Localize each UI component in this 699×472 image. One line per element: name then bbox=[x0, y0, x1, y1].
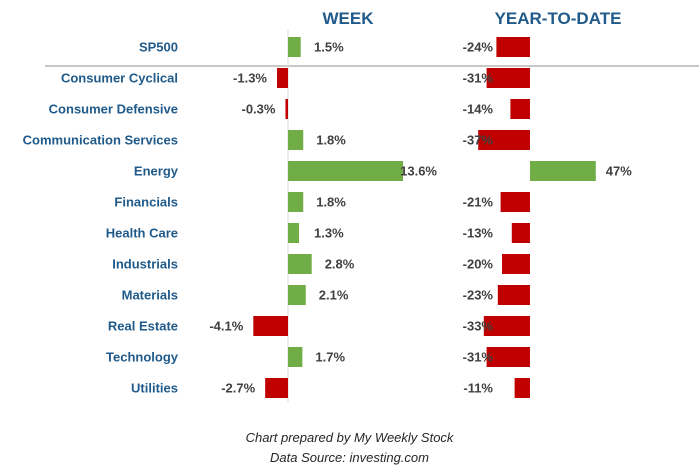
week-value-label-sp500: 1.5% bbox=[314, 40, 344, 55]
week-bar-communication-services bbox=[288, 130, 304, 150]
ytd-value-label-materials: -23% bbox=[463, 288, 494, 303]
category-label-materials: Materials bbox=[122, 288, 178, 303]
category-label-industrials: Industrials bbox=[112, 257, 178, 272]
ytd-bar-financials bbox=[500, 192, 530, 212]
ytd-value-label-health-care: -13% bbox=[463, 226, 494, 241]
week-bar-real-estate bbox=[253, 316, 288, 336]
week-bar-health-care bbox=[288, 223, 299, 243]
week-bar-utilities bbox=[265, 378, 288, 398]
ytd-bar-energy bbox=[530, 161, 596, 181]
category-label-financials: Financials bbox=[114, 195, 178, 210]
week-value-label-communication-services: 1.8% bbox=[316, 133, 346, 148]
category-label-technology: Technology bbox=[106, 350, 179, 365]
week-value-label-consumer-cyclical: -1.3% bbox=[233, 71, 267, 86]
ytd-value-label-real-estate: -33% bbox=[463, 319, 494, 334]
ytd-bar-materials bbox=[497, 285, 530, 305]
week-value-label-energy: 13.6% bbox=[400, 164, 437, 179]
week-bar-materials bbox=[288, 285, 306, 305]
ytd-header: YEAR-TO-DATE bbox=[495, 9, 622, 28]
chart-credit: Chart prepared by My Weekly Stock bbox=[245, 430, 454, 445]
week-value-label-financials: 1.8% bbox=[316, 195, 346, 210]
week-value-label-real-estate: -4.1% bbox=[209, 319, 243, 334]
ytd-bar-industrials bbox=[502, 254, 530, 274]
week-bar-sp500 bbox=[288, 37, 301, 57]
ytd-value-label-financials: -21% bbox=[463, 195, 494, 210]
ytd-value-label-consumer-cyclical: -31% bbox=[463, 71, 494, 86]
week-value-label-consumer-defensive: -0.3% bbox=[241, 102, 275, 117]
ytd-bar-consumer-cyclical bbox=[486, 68, 530, 88]
category-label-communication-services: Communication Services bbox=[23, 133, 178, 148]
ytd-value-label-technology: -31% bbox=[463, 350, 494, 365]
ytd-bar-sp500 bbox=[496, 37, 530, 57]
category-label-utilities: Utilities bbox=[131, 381, 178, 396]
week-bar-consumer-cyclical bbox=[277, 68, 288, 88]
ytd-value-label-energy: 47% bbox=[606, 164, 632, 179]
category-label-consumer-cyclical: Consumer Cyclical bbox=[61, 71, 178, 86]
ytd-bar-health-care bbox=[511, 223, 530, 243]
week-bar-industrials bbox=[288, 254, 312, 274]
ytd-value-label-consumer-defensive: -14% bbox=[463, 102, 494, 117]
week-header: WEEK bbox=[323, 9, 375, 28]
ytd-bar-consumer-defensive bbox=[510, 99, 530, 119]
category-label-health-care: Health Care bbox=[106, 226, 178, 241]
category-label-consumer-defensive: Consumer Defensive bbox=[49, 102, 178, 117]
category-label-energy: Energy bbox=[134, 164, 179, 179]
ytd-bar-technology bbox=[486, 347, 530, 367]
week-bar-financials bbox=[288, 192, 304, 212]
ytd-value-label-industrials: -20% bbox=[463, 257, 494, 272]
week-value-label-industrials: 2.8% bbox=[325, 257, 355, 272]
week-bar-consumer-defensive bbox=[285, 99, 288, 119]
category-label-real-estate: Real Estate bbox=[108, 319, 178, 334]
ytd-value-label-sp500: -24% bbox=[463, 40, 494, 55]
week-value-label-health-care: 1.3% bbox=[314, 226, 344, 241]
week-bar-technology bbox=[288, 347, 303, 367]
ytd-bar-communication-services bbox=[478, 130, 530, 150]
category-label-sp500: SP500 bbox=[139, 40, 178, 55]
week-value-label-technology: 1.7% bbox=[315, 350, 345, 365]
week-value-label-materials: 2.1% bbox=[319, 288, 349, 303]
week-value-label-utilities: -2.7% bbox=[221, 381, 255, 396]
ytd-value-label-utilities: -11% bbox=[463, 381, 493, 396]
ytd-bar-real-estate bbox=[483, 316, 530, 336]
ytd-value-label-communication-services: -37% bbox=[463, 133, 494, 148]
data-source: Data Source: investing.com bbox=[270, 450, 429, 465]
week-bar-energy bbox=[288, 161, 404, 181]
ytd-bar-utilities bbox=[514, 378, 530, 398]
